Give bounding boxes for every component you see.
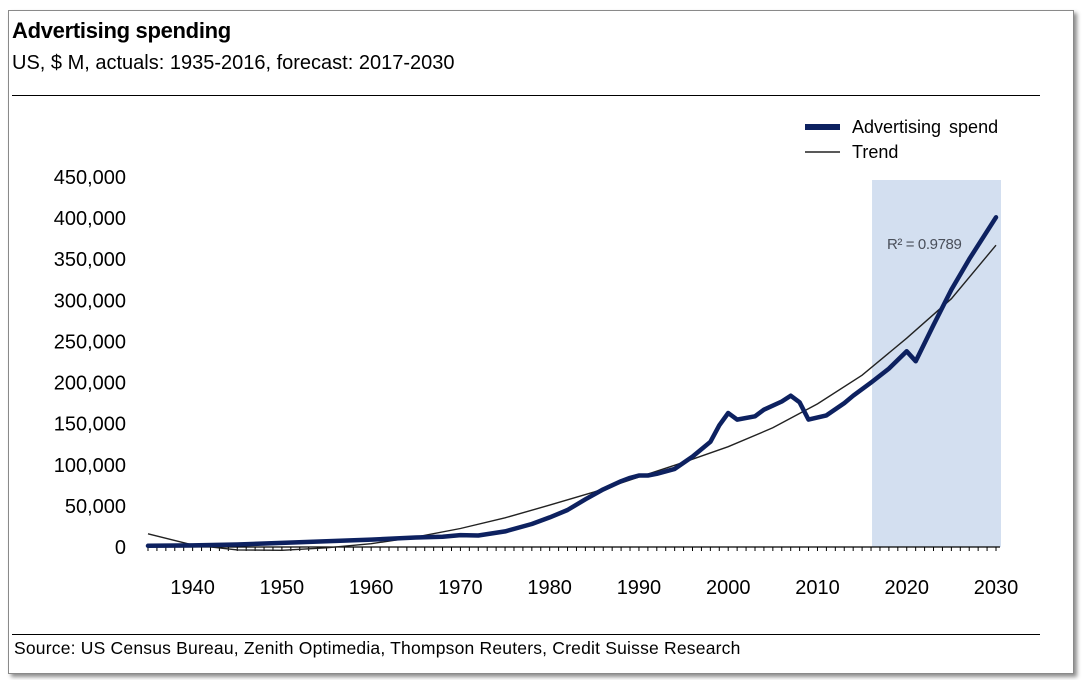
y-tick-label: 150,000 [54, 414, 126, 436]
x-tick-label: 2010 [795, 577, 840, 599]
x-tick-label: 2030 [974, 577, 1019, 599]
x-tick-label: 2000 [706, 577, 751, 599]
y-tick-label: 450,000 [54, 167, 126, 189]
x-tick-label: 1990 [617, 577, 662, 599]
legend-label-advertising-spend: Advertising spend [852, 117, 998, 137]
y-tick-label: 300,000 [54, 290, 126, 312]
x-tick-label: 2020 [884, 577, 929, 599]
footer-divider [12, 634, 1040, 635]
x-tick-label: 1950 [260, 577, 305, 599]
x-tick-label: 1960 [349, 577, 394, 599]
chart-title: Advertising spending [12, 18, 231, 43]
y-tick-label: 50,000 [65, 496, 126, 518]
chart-subtitle: US, $ M, actuals: 1935-2016, forecast: 2… [12, 52, 455, 74]
header-divider [12, 95, 1040, 96]
y-tick-label: 0 [115, 537, 126, 559]
x-tick-label: 1940 [170, 577, 215, 599]
legend-label-trend: Trend [852, 142, 898, 162]
y-tick-label: 400,000 [54, 208, 126, 230]
x-tick-label: 1980 [527, 577, 572, 599]
series-line-trend [147, 244, 997, 552]
series-line-advertising-spend [145, 215, 999, 549]
x-tick-label: 1970 [438, 577, 483, 599]
y-tick-label: 200,000 [54, 373, 126, 395]
source-note: Source: US Census Bureau, Zenith Optimed… [14, 638, 741, 658]
y-tick-label: 100,000 [54, 455, 126, 477]
y-tick-label: 250,000 [54, 331, 126, 353]
y-tick-label: 350,000 [54, 249, 126, 271]
r-squared-annotation: R² = 0.9789 [887, 236, 961, 253]
